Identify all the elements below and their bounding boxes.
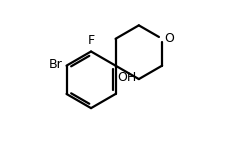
Text: O: O [163,32,173,45]
Text: F: F [87,34,94,47]
Text: OH: OH [117,71,136,85]
Text: Br: Br [49,58,63,71]
